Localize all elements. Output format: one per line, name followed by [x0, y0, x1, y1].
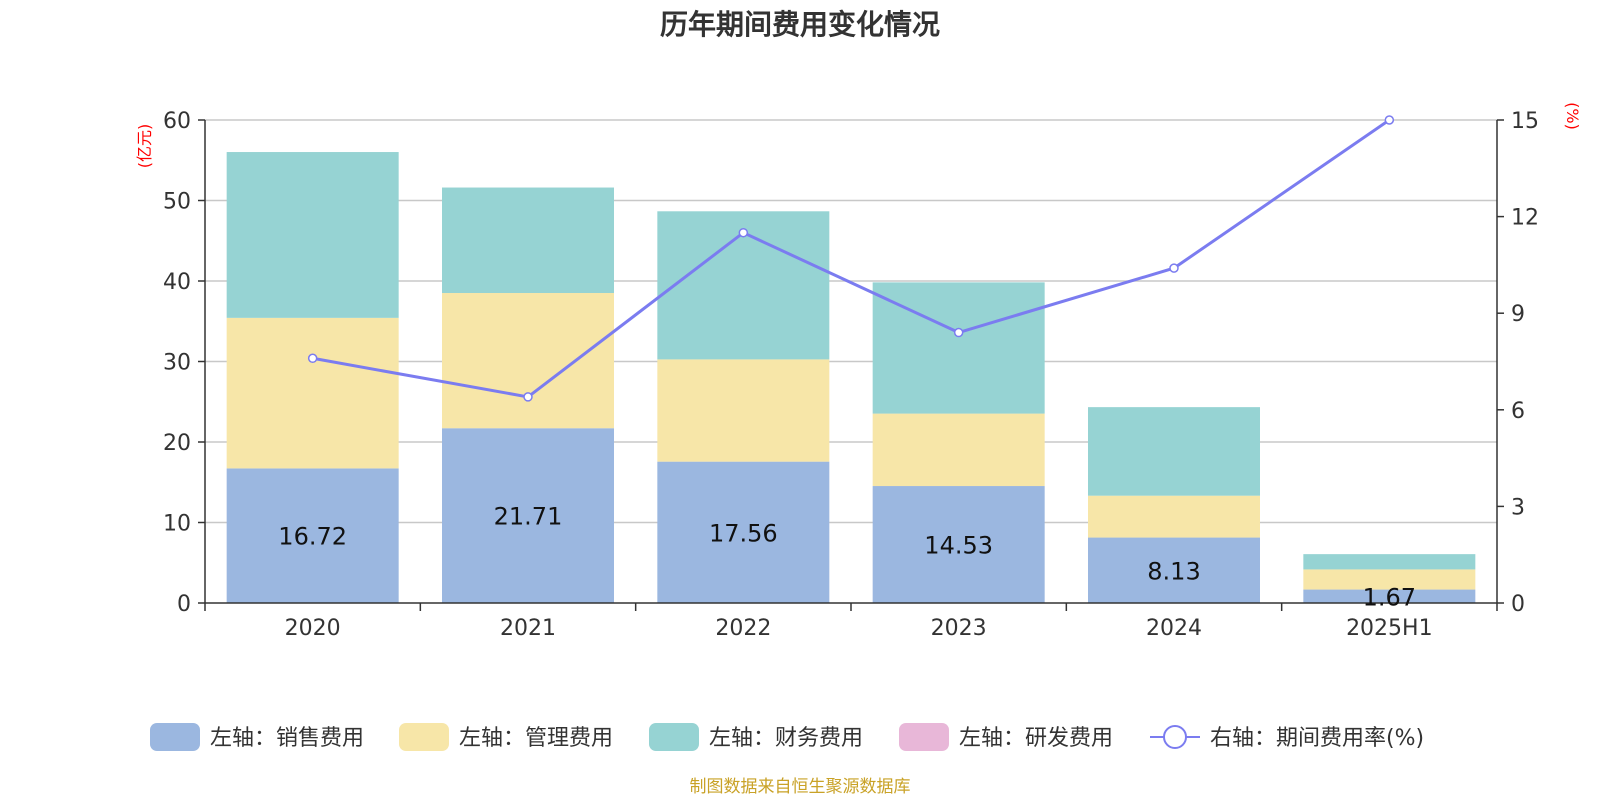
bar-2022-series-1: [657, 359, 830, 462]
right-axis-tick-label: 3: [1511, 495, 1525, 520]
left-axis-tick-label: 0: [177, 592, 191, 617]
bar-2020-series-0: [226, 468, 399, 603]
bar-2024-series-0: [1088, 537, 1260, 603]
bar-2023-series-1: [872, 413, 1045, 487]
left-axis-tick-label: 30: [163, 351, 191, 376]
data-labels: 16.72 21.71 17.56 14.53 8.13 1.67: [278, 503, 1416, 612]
rate-line-series: [307, 115, 1395, 402]
axes: 0 10 20 30 40 50 60 0 3 6 9 12 15 2020 2021 2022 2023 202…: [163, 109, 1539, 641]
bar-2021-series-0: [442, 428, 614, 603]
legend-marker-icon: [1163, 725, 1187, 749]
left-axis-tick-label: 10: [163, 512, 191, 537]
legend-label-0: 左轴：销售费用: [210, 726, 364, 751]
x-axis-tick-label: 2024: [1146, 616, 1202, 641]
left-axis-tick-label: 20: [163, 431, 191, 456]
bar-value-label: 16.72: [278, 523, 347, 551]
right-axis-tick-label: 15: [1511, 109, 1539, 134]
left-axis-tick-label: 50: [163, 190, 191, 215]
rate-line: [312, 118, 1391, 399]
rate-point-2021: [523, 392, 533, 402]
bar-2025H1-series-1: [1303, 569, 1476, 590]
bar-2021-series-1: [442, 292, 614, 429]
legend-swatch-3: [899, 723, 949, 751]
legend-label-2: 左轴：财务费用: [709, 726, 863, 751]
x-axis-tick-label: 2023: [931, 616, 987, 641]
rate-point-2020: [307, 353, 318, 364]
bar-2020-series-1: [226, 317, 399, 469]
bar-2023-series-2: [872, 282, 1045, 414]
left-axis-tick-label: 60: [163, 109, 191, 134]
rate-point-2022: [738, 227, 749, 238]
bar-value-label: 21.71: [494, 503, 563, 531]
bar-value-label: 17.56: [709, 519, 778, 547]
bar-2024-series-2: [1088, 407, 1260, 496]
bar-2025H1-series-2: [1303, 554, 1476, 570]
bar-2024-series-1: [1088, 495, 1260, 538]
rate-point-2025H1: [1384, 115, 1395, 125]
rate-point-2023: [953, 327, 964, 338]
right-axis-tick-label: 12: [1511, 206, 1539, 231]
legend-label-3: 左轴：研发费用: [959, 726, 1113, 751]
right-axis-tick-label: 6: [1511, 399, 1525, 424]
legend-swatch-0: [150, 723, 200, 751]
x-axis-tick-label: 2021: [500, 616, 556, 641]
bar-2020-series-2: [226, 152, 399, 318]
bar-value-label: 14.53: [924, 532, 993, 560]
legend-label-1: 左轴：管理费用: [459, 726, 613, 751]
legend-swatch-2: [649, 723, 699, 751]
bar-2025H1-series-0: [1303, 589, 1476, 603]
bar-2023-series-0: [872, 486, 1045, 603]
right-axis-tick-label: 9: [1511, 302, 1525, 327]
x-axis-tick-label: 2025H1: [1346, 616, 1433, 641]
legend-label-4: 右轴：期间费用率(%): [1210, 726, 1424, 751]
right-axis-tick-label: 0: [1511, 592, 1525, 617]
bar-value-label: 8.13: [1147, 557, 1200, 585]
legend: 左轴：销售费用 左轴：管理费用 左轴：财务费用 左轴：研发费用 右轴：期间费用率(%): [150, 723, 1424, 751]
chart-title: 历年期间费用变化情况: [660, 8, 940, 41]
x-axis-tick-label: 2020: [285, 616, 341, 641]
bar-2021-series-2: [442, 187, 614, 293]
x-axis-tick-label: 2022: [715, 616, 771, 641]
grid-lines: [205, 119, 1497, 524]
left-axis-tick-label: 40: [163, 270, 191, 295]
bar-2022-series-0: [657, 461, 830, 603]
bar-series: [226, 152, 1476, 603]
right-axis-unit: (%): [1563, 102, 1582, 130]
left-axis-unit: (亿元): [135, 124, 154, 169]
source-note: 制图数据来自恒生聚源数据库: [690, 777, 911, 797]
rate-point-2024: [1169, 263, 1179, 273]
bar-value-label: 1.67: [1363, 583, 1416, 611]
legend-swatch-1: [399, 723, 449, 751]
